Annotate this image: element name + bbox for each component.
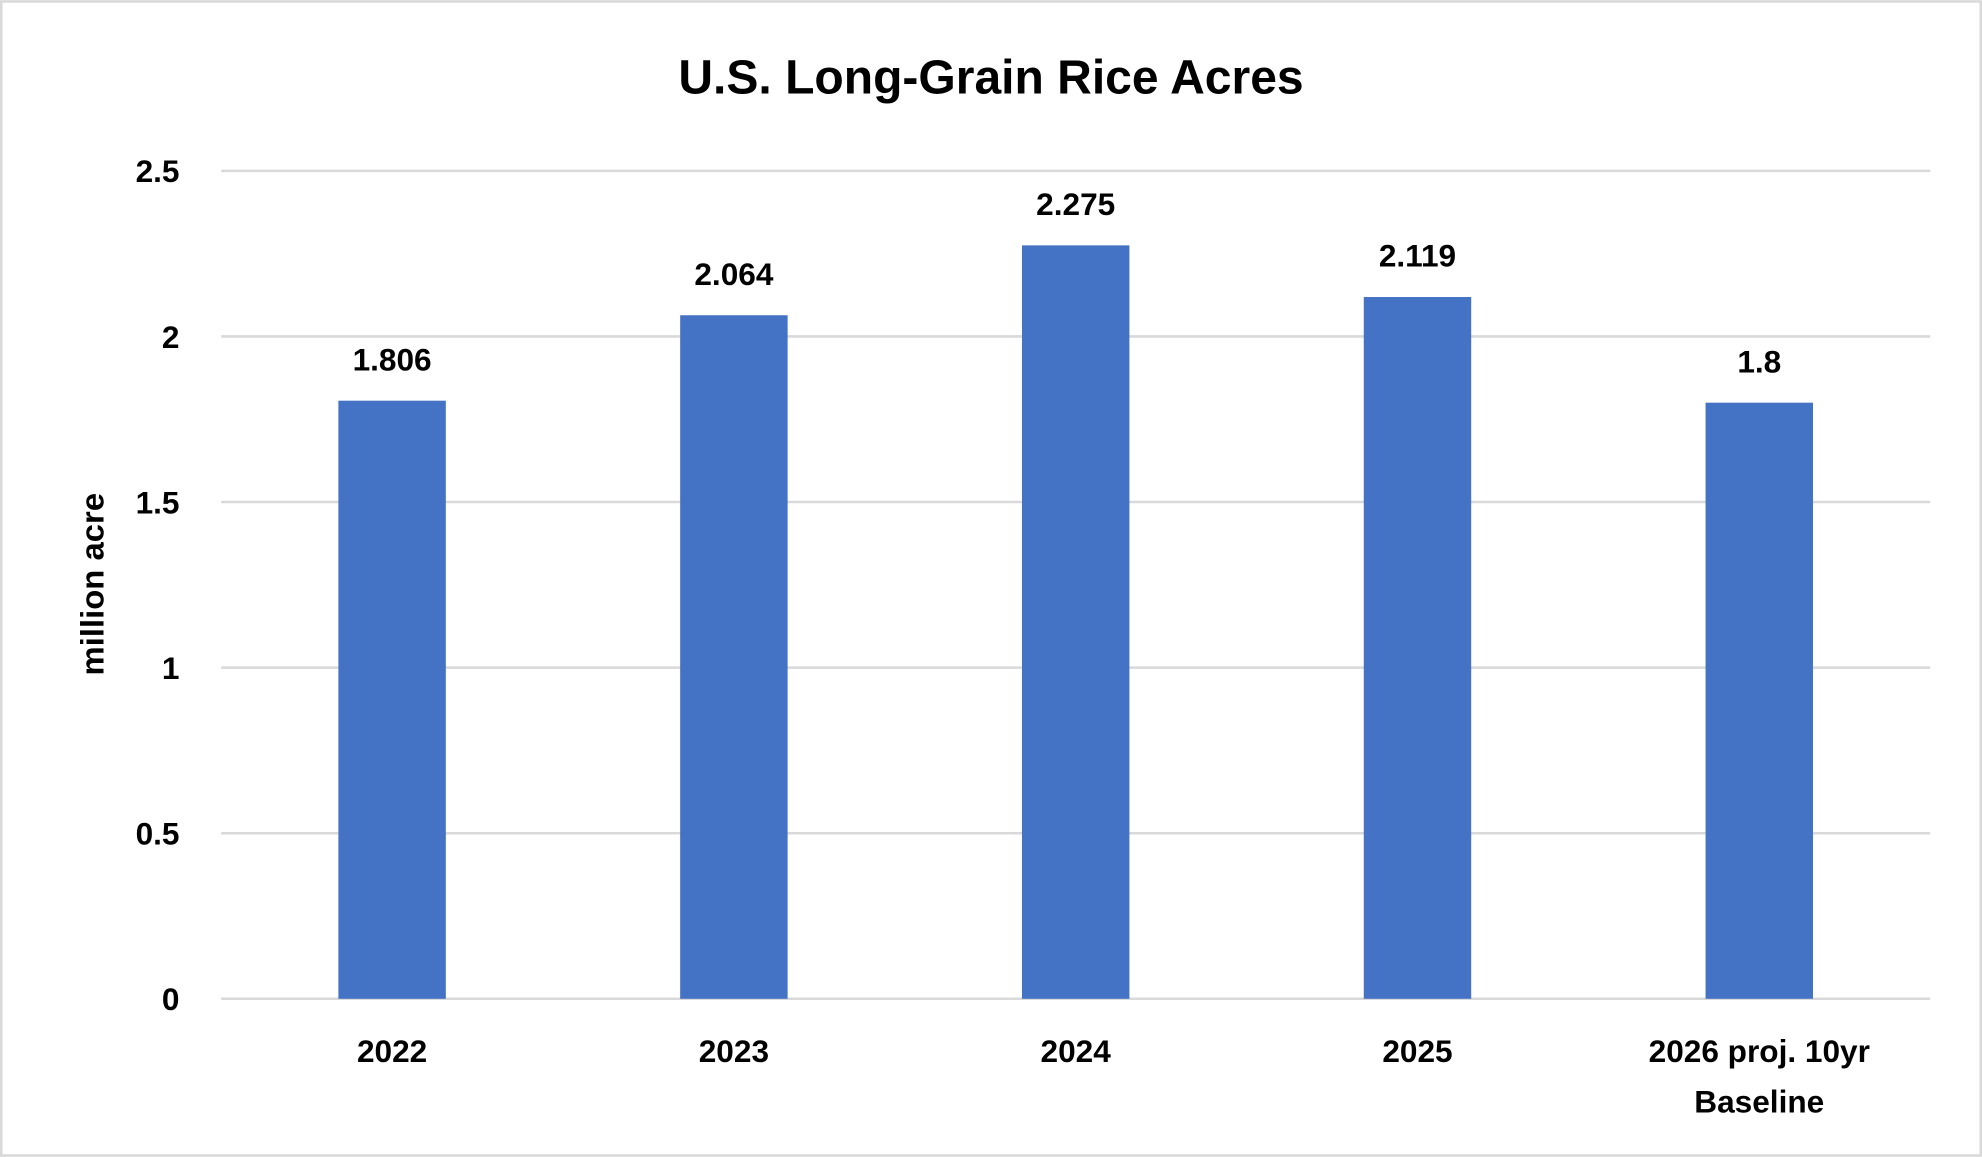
x-tick-label: 2025 [1382,1033,1452,1069]
x-tick-label: 2023 [699,1033,769,1069]
data-label: 1.806 [353,341,432,377]
y-tick-label: 0 [162,981,180,1017]
bar [1021,245,1130,999]
x-tick-label: 2022 [357,1033,427,1069]
y-axis-label: million acre [74,493,111,676]
bar [1363,297,1472,999]
data-label: 2.119 [1379,238,1456,274]
bar [1705,402,1813,999]
y-tick-label: 1 [162,650,180,686]
bar [338,400,446,999]
x-tick-label: 2024 [1041,1033,1112,1069]
y-tick-label: 1.5 [136,484,180,520]
x-tick-label: 2026 proj. 10yr [1649,1033,1870,1069]
chart-title: U.S. Long-Grain Rice Acres [678,52,1303,105]
data-label: 2.275 [1036,186,1115,222]
x-tick-label: Baseline [1694,1084,1824,1120]
y-tick-label: 2.5 [136,153,180,189]
y-tick-label: 2 [162,319,180,355]
y-tick-label: 0.5 [136,816,180,852]
data-label: 1.8 [1737,343,1781,379]
data-label: 2.064 [694,256,773,292]
bar [680,315,788,999]
